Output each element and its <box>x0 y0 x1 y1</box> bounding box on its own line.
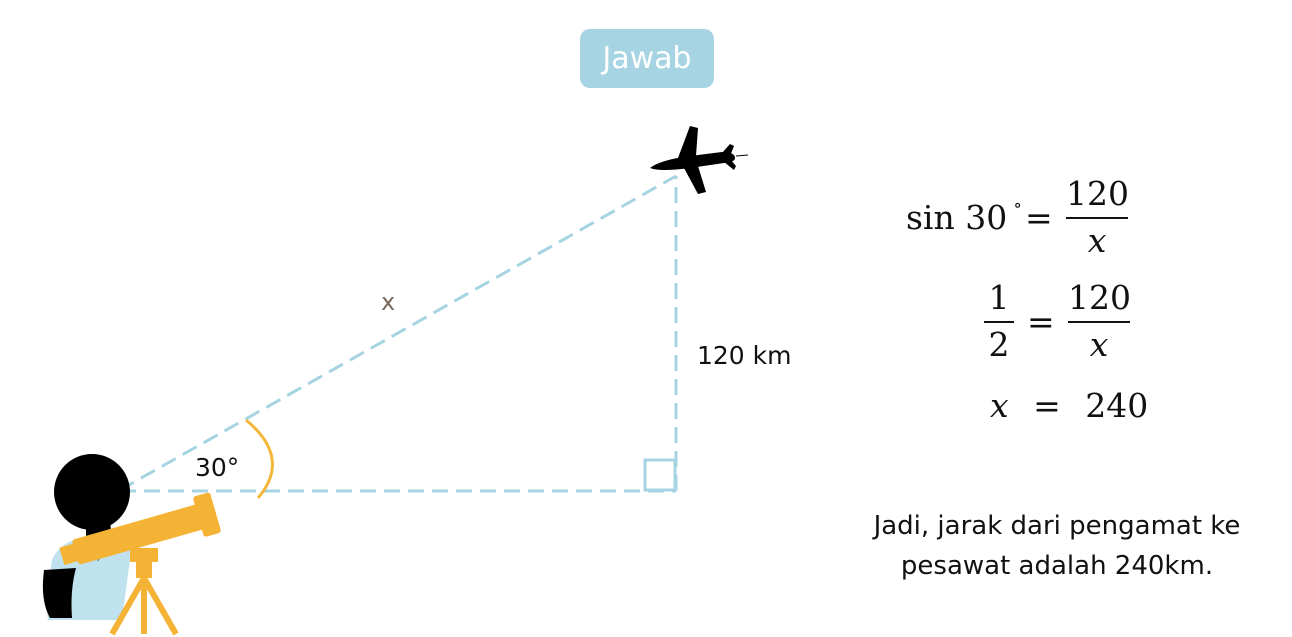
eq1-numerator: 120 <box>1066 174 1129 213</box>
angle-label: 30° <box>195 453 239 482</box>
right-angle-marker <box>643 458 677 492</box>
eq1-lhs: sin 30 <box>906 198 1008 237</box>
eq2-numerator: 120 <box>1068 278 1131 317</box>
eq2-equals: = <box>1027 302 1055 341</box>
equation-line-3: x = 240 <box>990 386 1148 425</box>
angle-arc <box>245 418 274 499</box>
equation-line-1: sin 30 ∘ <box>906 195 1023 237</box>
hypotenuse-line <box>119 174 677 492</box>
eq3-lhs: x <box>990 386 1009 425</box>
airplane-icon <box>650 126 749 194</box>
eq1-degree: ∘ <box>1013 195 1023 216</box>
hypotenuse-label: x <box>381 288 395 316</box>
jawab-button[interactable]: Jawab <box>580 29 714 88</box>
eq2-lhs-fraction: 1 2 <box>984 278 1014 364</box>
eq2-lhs-bar <box>984 321 1014 323</box>
eq2-fraction: 120 x <box>1068 278 1131 364</box>
eq1-fraction: 120 x <box>1066 174 1129 260</box>
telescope-icon <box>59 492 221 636</box>
eq2-fraction-bar <box>1068 321 1130 323</box>
eq2-denominator: x <box>1089 325 1109 364</box>
eq3-equals: = <box>1033 386 1061 425</box>
eq3-rhs: 240 <box>1085 386 1149 425</box>
conclusion-line-1: Jadi, jarak dari pengamat ke <box>873 511 1241 541</box>
conclusion-text: Jadi, jarak dari pengamat ke pesawat ada… <box>842 506 1272 586</box>
eq2-lhs-numerator: 1 <box>988 278 1010 317</box>
eq1-fraction-bar <box>1066 217 1128 219</box>
eq2-lhs-denominator: 2 <box>988 325 1010 364</box>
height-label: 120 km <box>697 341 792 370</box>
eq1-denominator: x <box>1087 221 1107 260</box>
conclusion-line-2: pesawat adalah 240km. <box>900 551 1214 581</box>
eq1-equals: = <box>1025 198 1053 237</box>
